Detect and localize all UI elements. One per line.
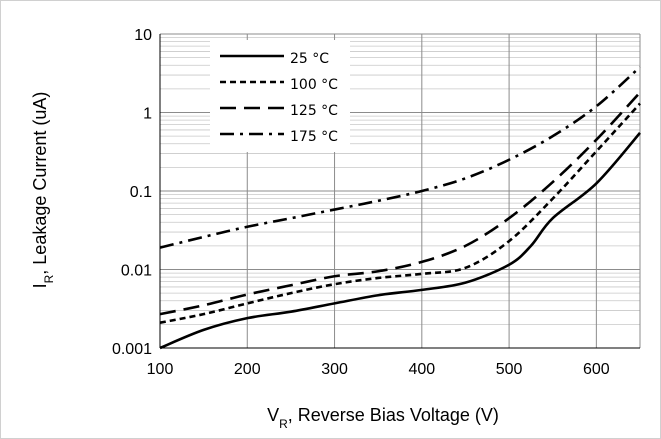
- y-tick-label: 1: [143, 106, 152, 123]
- x-tick-labels: 100 200 300 400 500 600: [147, 361, 610, 378]
- series-layer: [159, 66, 641, 350]
- x-tick-label: 600: [583, 361, 610, 378]
- x-tick-label: 200: [234, 361, 261, 378]
- series-line-4: [159, 66, 641, 249]
- y-tick-label: 0.001: [112, 341, 152, 358]
- legend-label-3: 125 °C: [290, 103, 338, 119]
- legend-label-4: 175 °C: [290, 129, 338, 145]
- series-line-3: [159, 91, 641, 316]
- y-tick-labels: 0.001 0.01 0.1 1 10: [112, 27, 152, 358]
- x-axis-title: VR, Reverse Bias Voltage (V): [267, 405, 499, 431]
- x-tick-label: 300: [321, 361, 348, 378]
- legend-label-2: 100 °C: [290, 77, 338, 93]
- legend-label-1: 25 °C: [290, 51, 329, 67]
- y-tick-label: 0.01: [121, 263, 152, 280]
- legend: 25 °C 100 °C 125 °C 175 °C: [210, 40, 350, 152]
- y-tick-label: 10: [134, 27, 152, 44]
- series-line-2: [159, 102, 641, 324]
- series-line-1: [159, 132, 641, 350]
- x-tick-label: 500: [496, 361, 523, 378]
- x-tick-label: 400: [408, 361, 435, 378]
- y-axis-title: IR, Leakage Current (uA): [30, 92, 56, 289]
- x-tick-label: 100: [147, 361, 174, 378]
- y-tick-label: 0.1: [130, 184, 152, 201]
